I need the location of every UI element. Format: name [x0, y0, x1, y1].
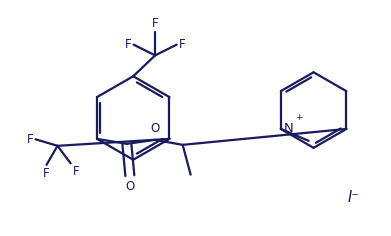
- Text: N: N: [284, 122, 294, 135]
- Text: F: F: [152, 17, 158, 30]
- Text: O: O: [150, 122, 160, 135]
- Text: F: F: [179, 38, 185, 51]
- Text: F: F: [125, 38, 132, 51]
- Text: F: F: [27, 133, 34, 146]
- Text: F: F: [73, 165, 79, 178]
- Text: F: F: [43, 167, 50, 180]
- Text: I⁻: I⁻: [347, 190, 359, 205]
- Text: +: +: [295, 113, 302, 122]
- Text: O: O: [125, 180, 135, 193]
